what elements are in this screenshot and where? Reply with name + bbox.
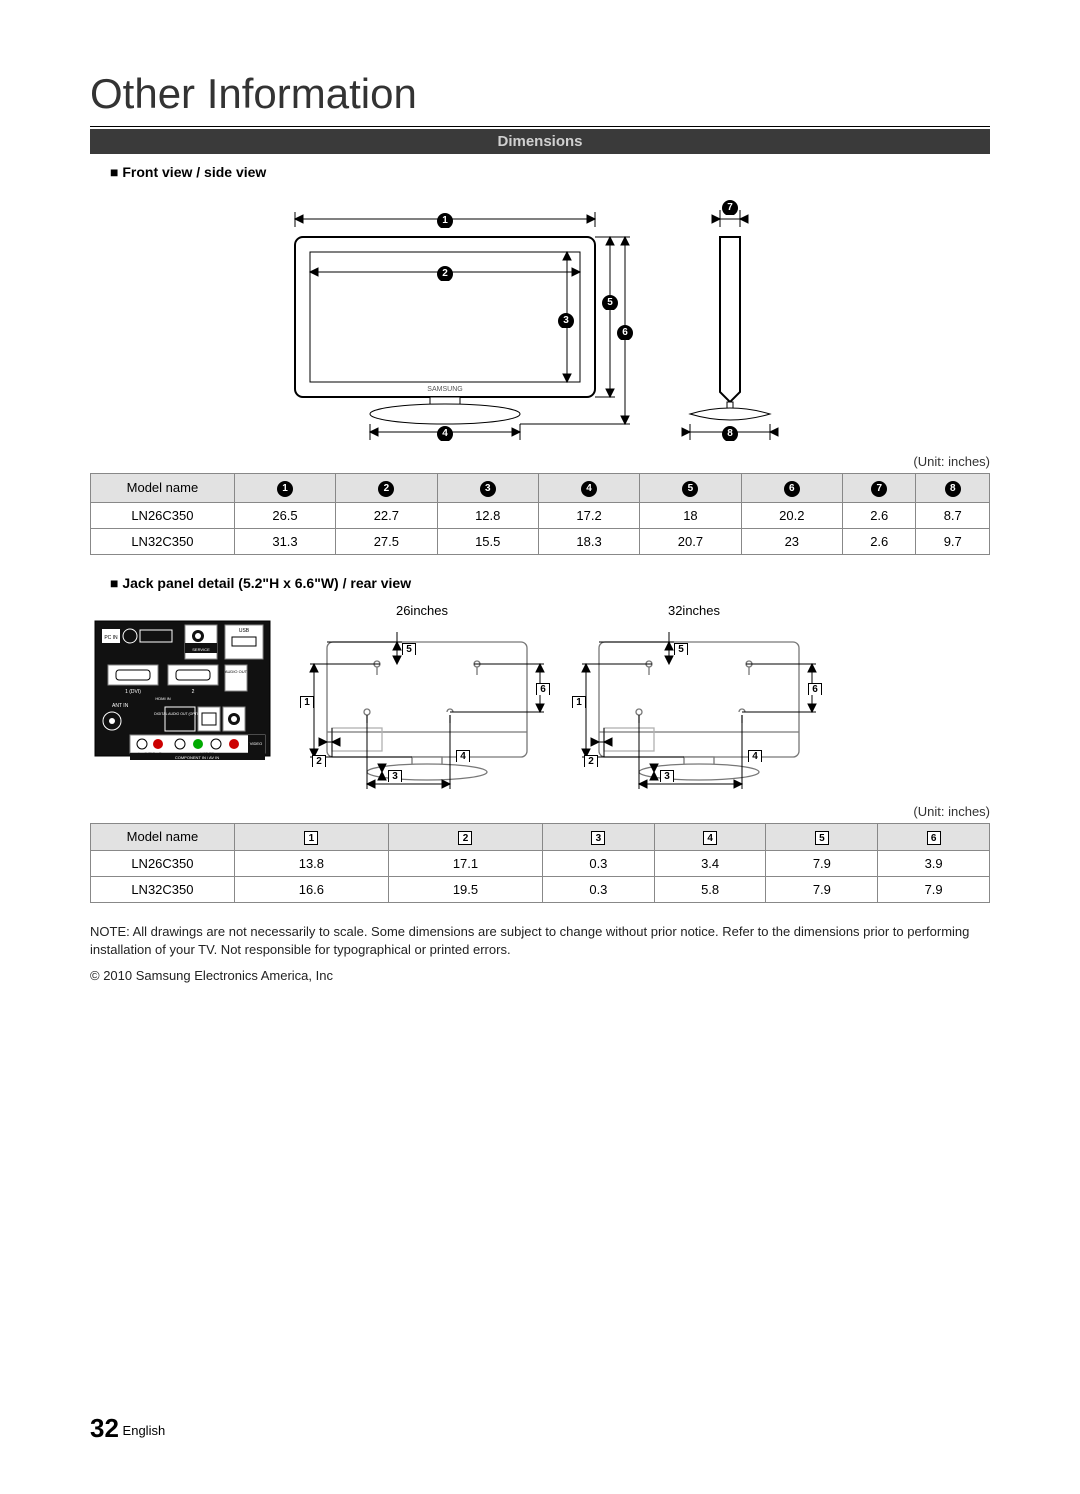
svg-text:USB: USB (239, 628, 250, 634)
note-text: NOTE: All drawings are not necessarily t… (90, 923, 990, 959)
subheading-front-side: Front view / side view (110, 164, 990, 180)
svg-text:AUDIO OUT: AUDIO OUT (225, 669, 248, 674)
page-number: 32 (90, 1413, 119, 1443)
copyright-text: © 2010 Samsung Electronics America, Inc (90, 967, 990, 985)
unit-label-1: (Unit: inches) (90, 454, 990, 469)
divider (90, 126, 990, 127)
svg-text:SAMSUNG: SAMSUNG (427, 386, 462, 393)
svg-text:HDMI IN: HDMI IN (155, 696, 170, 701)
front-side-diagram: 1 SAMSUNG 2 3 4 (90, 192, 990, 442)
subheading-jack-rear: Jack panel detail (5.2"H x 6.6"W) / rear… (110, 575, 990, 591)
section-heading: Dimensions (90, 129, 990, 154)
unit-label-2: (Unit: inches) (90, 804, 990, 819)
page-language: English (123, 1423, 166, 1438)
svg-text:ANT IN: ANT IN (112, 703, 129, 709)
dimensions-table-1: Model name12345678 LN26C35026.522.712.81… (90, 473, 990, 555)
side-view-svg: 7 8 (665, 192, 815, 442)
rear-26-svg: 5 1 6 2 3 4 (292, 624, 552, 794)
page-title: Other Information (90, 70, 990, 118)
rear-view-diagram: PC IN USB SERVICE 1 (DVI) 2 HDMI IN AUDI… (90, 603, 990, 794)
page-footer: 32 English (90, 1413, 165, 1444)
front-view-svg: 1 SAMSUNG 2 3 4 (265, 192, 625, 442)
svg-text:VIDEO: VIDEO (250, 741, 262, 746)
svg-text:PC IN: PC IN (104, 635, 118, 641)
svg-text:SERVICE: SERVICE (192, 647, 210, 652)
jack-panel-svg: PC IN USB SERVICE 1 (DVI) 2 HDMI IN AUDI… (90, 603, 280, 773)
dimensions-table-2: Model name123456 LN26C35013.817.10.33.47… (90, 823, 990, 904)
rear-32-svg: 5 1 6 2 3 4 (564, 624, 824, 794)
svg-text:COMPONENT IN / AV IN: COMPONENT IN / AV IN (175, 755, 219, 760)
rear-label-32: 32inches (668, 603, 720, 618)
rear-label-26: 26inches (396, 603, 448, 618)
